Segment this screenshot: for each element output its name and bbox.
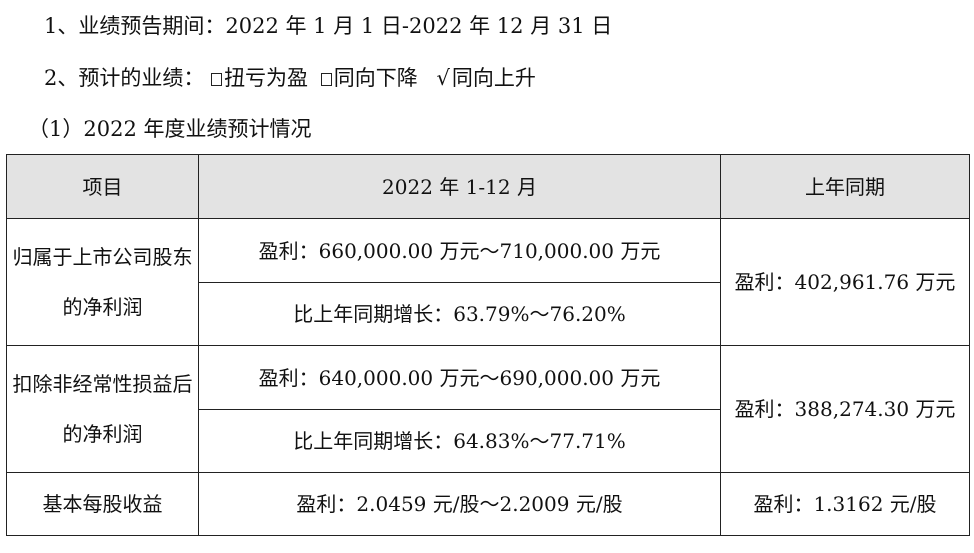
header-current-period: 2022 年 1-12 月 [198, 154, 721, 219]
cell-current-growth: 比上年同期增长：63.79%～76.20% [198, 282, 721, 346]
cell-prior-eps: 盈利：1.3162 元/股 [720, 472, 970, 536]
forecast-period-line: 1、业绩预告期间：2022 年 1 月 1 日-2022 年 12 月 31 日 [44, 10, 612, 40]
option-increase-label: 同向上升 [451, 66, 536, 90]
expected-performance-label: 2、预计的业绩： [44, 66, 205, 90]
table-header-row: 项目 2022 年 1-12 月 上年同期 [6, 154, 970, 219]
option-decrease: 同向下降 [320, 66, 418, 90]
option-decrease-label: 同向下降 [333, 66, 418, 90]
cell-prior-profit: 盈利：388,274.30 万元 [720, 345, 970, 473]
check-mark-icon: √ [436, 66, 450, 90]
header-prior-period: 上年同期 [720, 154, 970, 219]
cell-current-eps: 盈利：2.0459 元/股～2.2009 元/股 [198, 472, 721, 536]
table-row: 基本每股收益 盈利：2.0459 元/股～2.2009 元/股 盈利：1.316… [6, 472, 970, 536]
performance-forecast-table: 项目 2022 年 1-12 月 上年同期 归属于上市公司股东的净利润 盈利：6… [6, 154, 970, 536]
cell-prior-profit: 盈利：402,961.76 万元 [720, 218, 970, 346]
row-item-eps: 基本每股收益 [6, 472, 199, 536]
expected-performance-line: 2、预计的业绩： 扭亏为盈 同向下降 √同向上升 [44, 62, 536, 92]
option-turnaround: 扭亏为盈 [211, 66, 308, 90]
option-turnaround-label: 扭亏为盈 [224, 66, 309, 90]
table-row: 比上年同期增长：64.83%～77.71% [7, 409, 970, 473]
cell-current-profit: 盈利：640,000.00 万元～690,000.00 万元 [198, 345, 721, 410]
table-row: 归属于上市公司股东的净利润 盈利：660,000.00 万元～710,000.0… [6, 218, 970, 346]
row-item-net-profit-excl: 扣除非经常性损益后的净利润 [6, 345, 199, 473]
option-increase: √同向上升 [436, 66, 535, 90]
forecast-period-value: 2022 年 1 月 1 日-2022 年 12 月 31 日 [225, 14, 613, 38]
forecast-period-label: 1、业绩预告期间： [44, 14, 226, 38]
unchecked-box-icon [320, 73, 332, 86]
unchecked-box-icon [211, 73, 223, 86]
row-item-net-profit: 归属于上市公司股东的净利润 [6, 218, 199, 346]
table-row: 比上年同期增长：63.79%～76.20% [7, 282, 970, 346]
cell-current-profit: 盈利：660,000.00 万元～710,000.00 万元 [198, 218, 721, 283]
section-heading: （1）2022 年度业绩预计情况 [28, 117, 312, 141]
header-item: 项目 [6, 154, 199, 219]
table-row: 扣除非经常性损益后的净利润 盈利：640,000.00 万元～690,000.0… [6, 345, 970, 473]
cell-current-growth: 比上年同期增长：64.83%～77.71% [198, 409, 721, 473]
